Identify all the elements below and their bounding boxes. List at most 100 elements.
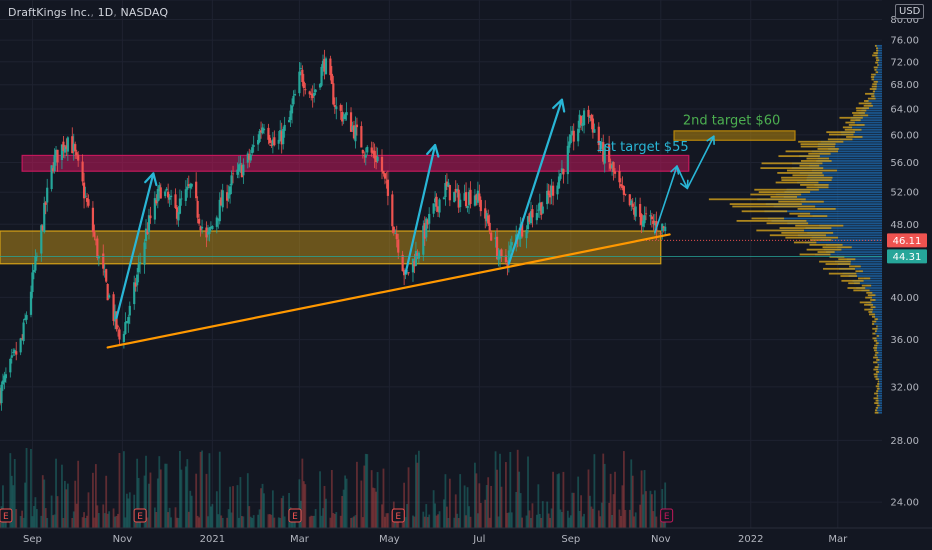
candle-body xyxy=(301,69,304,83)
volume-profile-bar-value-area xyxy=(872,90,875,93)
price-tick-label: 72.00 xyxy=(890,57,919,68)
time-tick-label: 2021 xyxy=(200,534,225,545)
volume-profile-bar xyxy=(877,359,882,361)
volume-profile-bar-value-area xyxy=(871,95,875,98)
candle-body xyxy=(271,139,274,146)
volume-profile-bar-value-area xyxy=(864,308,873,311)
candle-body xyxy=(292,95,295,105)
volume-bar xyxy=(127,498,130,528)
volume-profile-bar xyxy=(860,114,882,117)
candle-body xyxy=(54,149,58,157)
volume-profile-bar xyxy=(839,267,882,270)
volume-bar xyxy=(211,504,214,528)
candle-body xyxy=(261,127,264,134)
volume-bar xyxy=(361,517,364,528)
volume-bar xyxy=(298,479,301,528)
candle-body xyxy=(633,207,636,215)
volume-bar xyxy=(407,467,410,528)
volume-bar xyxy=(469,516,472,528)
volume-bar xyxy=(496,469,498,528)
volume-profile-bar xyxy=(840,131,882,134)
volume-bar xyxy=(341,496,344,528)
volume-bar xyxy=(466,487,469,528)
candle-body xyxy=(41,225,44,231)
volume-profile-bar xyxy=(859,270,882,273)
chart-title[interactable]: DraftKings Inc., 1D, NASDAQ xyxy=(8,6,169,19)
volume-bar xyxy=(350,517,352,528)
volume-bar xyxy=(227,509,230,528)
candle-body xyxy=(304,89,307,91)
time-tick-label: 2022 xyxy=(738,534,763,545)
candle-body xyxy=(500,249,503,257)
volume-profile-bar xyxy=(811,150,882,153)
volume-profile xyxy=(708,44,882,414)
volume-bar xyxy=(422,511,425,528)
volume-profile-bar xyxy=(875,373,882,376)
volume-bar xyxy=(661,489,664,528)
candle-body xyxy=(510,242,513,246)
volume-bar xyxy=(375,491,378,528)
volume-profile-bar xyxy=(872,299,882,301)
candle-body xyxy=(659,232,662,234)
volume-bar xyxy=(114,516,116,528)
drawings xyxy=(0,98,882,349)
candle-body xyxy=(91,207,95,233)
volume-bar xyxy=(118,452,121,528)
volume-bar xyxy=(252,515,255,528)
volume-bar xyxy=(609,473,612,528)
volume-bar xyxy=(497,516,500,528)
volume-bar xyxy=(13,459,16,528)
volume-bar xyxy=(53,514,56,528)
candle-body xyxy=(600,141,603,149)
candle-body xyxy=(153,198,156,220)
volume-bar xyxy=(599,516,602,528)
volume-bar xyxy=(329,517,332,528)
volume-bar xyxy=(438,511,441,528)
candle-body xyxy=(588,116,592,118)
volume-bar xyxy=(578,510,581,528)
volume-bar xyxy=(122,451,125,528)
earnings-marker[interactable]: E xyxy=(0,508,13,523)
volume-bar xyxy=(445,506,448,528)
volume-bar xyxy=(426,517,429,528)
earnings-marker[interactable]: E xyxy=(133,508,147,523)
candle-body xyxy=(63,146,66,153)
candle-body xyxy=(639,204,642,217)
volume-bar xyxy=(356,461,358,528)
volume-bar xyxy=(41,475,44,528)
volume-profile-bar xyxy=(846,258,882,261)
volume-profile-bar-value-area xyxy=(863,104,873,107)
volume-profile-bar xyxy=(877,395,882,397)
candle-body xyxy=(448,185,451,201)
candle-body xyxy=(165,188,168,191)
volume-profile-bar-value-area xyxy=(874,409,878,412)
volume-profile-bar xyxy=(815,253,882,256)
candle-body xyxy=(124,322,127,335)
currency-button[interactable]: USD xyxy=(895,4,925,19)
earnings-marker[interactable]: E xyxy=(288,508,302,523)
volume-bar xyxy=(479,502,482,528)
volume-profile-bar xyxy=(816,160,882,162)
volume-bar xyxy=(128,492,131,528)
candle-body xyxy=(456,188,459,192)
projection-arrow xyxy=(507,98,566,265)
candle-body xyxy=(391,194,394,227)
volume-bar xyxy=(21,510,24,528)
candle-body xyxy=(411,258,415,273)
candle-body xyxy=(190,183,193,187)
earnings-marker[interactable]: E xyxy=(660,508,674,523)
volume-bar xyxy=(65,489,68,528)
volume-profile-bar-value-area xyxy=(871,85,877,88)
volume-bar xyxy=(485,485,488,528)
candle-body xyxy=(507,250,510,264)
candle-body xyxy=(280,131,283,145)
volume-bar xyxy=(403,482,406,528)
candle-body xyxy=(528,213,531,222)
volume-profile-bar xyxy=(875,80,882,83)
2nd-target-box-zone xyxy=(673,130,796,141)
candle-body xyxy=(206,232,210,235)
earnings-marker[interactable]: E xyxy=(391,508,405,523)
candle-body xyxy=(19,338,22,353)
